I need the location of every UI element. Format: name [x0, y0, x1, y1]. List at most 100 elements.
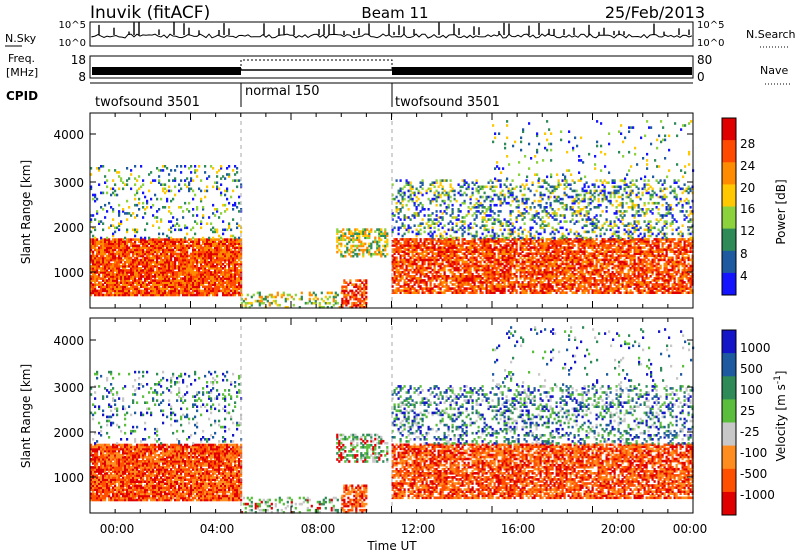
scatter-cell [228, 238, 231, 241]
scatter-cell [112, 275, 115, 278]
scatter-cell [559, 262, 562, 266]
scatter-cell [120, 240, 123, 243]
cpid-segment-3: twofsound 3501 [395, 95, 500, 110]
scatter-cell [340, 230, 343, 233]
scatter-cell [585, 254, 588, 258]
scatter-cell [108, 279, 111, 282]
scatter-cell [92, 279, 95, 282]
scatter-cell [140, 289, 143, 293]
scatter-cell [112, 252, 115, 256]
scatter-cell [164, 281, 167, 284]
scatter-cell [222, 175, 225, 178]
scatter-cell [405, 281, 408, 284]
scatter-cell [158, 262, 161, 266]
scatter-cell [421, 248, 424, 251]
scatter-cell [114, 230, 117, 234]
scatter-cell [94, 258, 97, 262]
scatter-cell [232, 238, 235, 241]
scatter-cell [120, 273, 123, 276]
scatter-cell [437, 275, 440, 278]
scatter-cell [124, 244, 127, 248]
scatter-cell [122, 267, 125, 270]
scatter-cell [118, 269, 121, 272]
scatter-cell [120, 287, 123, 291]
scatter-cell [140, 267, 143, 270]
scatter-cell [571, 279, 574, 282]
scatter-cell [144, 283, 147, 286]
scatter-cell [152, 214, 155, 217]
scatter-cell [338, 248, 341, 252]
scatter-cell [120, 289, 123, 293]
scatter-cell [126, 287, 129, 291]
scatter-cell [503, 264, 506, 268]
scatter-cell [336, 293, 339, 297]
scatter-cell [447, 254, 450, 258]
scatter-cell [154, 262, 157, 266]
scatter-cell [110, 283, 113, 286]
scatter-cell [136, 189, 139, 193]
scatter-cell [362, 228, 365, 231]
scatter-cell [461, 272, 464, 276]
scatter-cell [162, 260, 165, 264]
scatter-cell [134, 273, 137, 276]
scatter-cell [365, 279, 368, 282]
scatter-cell [118, 248, 121, 252]
freq-right-tick-bottom: 0 [697, 70, 705, 84]
scatter-cell [343, 289, 346, 293]
scatter-cell [361, 281, 364, 284]
scatter-cell [170, 189, 173, 193]
scatter-cell [499, 256, 502, 260]
scatter-cell [102, 222, 105, 225]
scatter-cell [152, 258, 155, 262]
scatter-cell [130, 271, 133, 274]
scatter-cell [148, 260, 151, 264]
scatter-cell [150, 260, 153, 264]
scatter-cell [154, 283, 157, 286]
scatter-cell [162, 275, 165, 278]
scatter-cell [162, 262, 165, 266]
scatter-cell [236, 206, 239, 209]
scatter-cell [407, 268, 410, 272]
scatter-cell [118, 291, 121, 295]
scatter-cell [108, 258, 111, 262]
scatter-cell [128, 283, 131, 286]
scatter-cell [158, 293, 161, 297]
scatter-cell [96, 271, 99, 274]
scatter-cell [120, 269, 123, 272]
scatter-cell [160, 248, 163, 252]
scatter-cell [138, 267, 141, 270]
scatter-cell [477, 285, 480, 288]
scatter-cell [92, 275, 95, 278]
scatter-cell [399, 264, 402, 268]
scatter-cell [483, 252, 486, 255]
scatter-cell [393, 256, 396, 260]
scatter-cell [340, 242, 343, 246]
scatter-cell [156, 293, 159, 297]
scatter-cell [126, 238, 129, 241]
scatter-cell [104, 238, 107, 241]
scatter-cell [152, 271, 155, 274]
scatter-cell [525, 258, 528, 262]
scatter-cell [218, 187, 221, 191]
scatter-cell [152, 287, 155, 291]
scatter-cell [132, 269, 135, 272]
scatter-cell [126, 281, 129, 284]
scatter-cell [90, 275, 93, 278]
scatter-cell [384, 240, 387, 244]
scatter-cell [411, 291, 414, 294]
scatter-cell [591, 252, 594, 255]
scatter-cell [156, 281, 159, 284]
scatter-cell [156, 267, 159, 270]
scatter-cell [164, 293, 167, 297]
scatter-cell [455, 275, 458, 278]
scatter-cell [90, 256, 93, 260]
scatter-cell [182, 216, 185, 219]
scatter-cell [525, 246, 528, 249]
scatter-cell [118, 238, 121, 241]
scatter-cell [152, 293, 155, 297]
scatter-cell [130, 250, 133, 254]
scatter-cell [232, 250, 235, 254]
scatter-cell [232, 208, 235, 211]
scatter-cell [110, 291, 113, 295]
scatter-cell [104, 281, 107, 284]
